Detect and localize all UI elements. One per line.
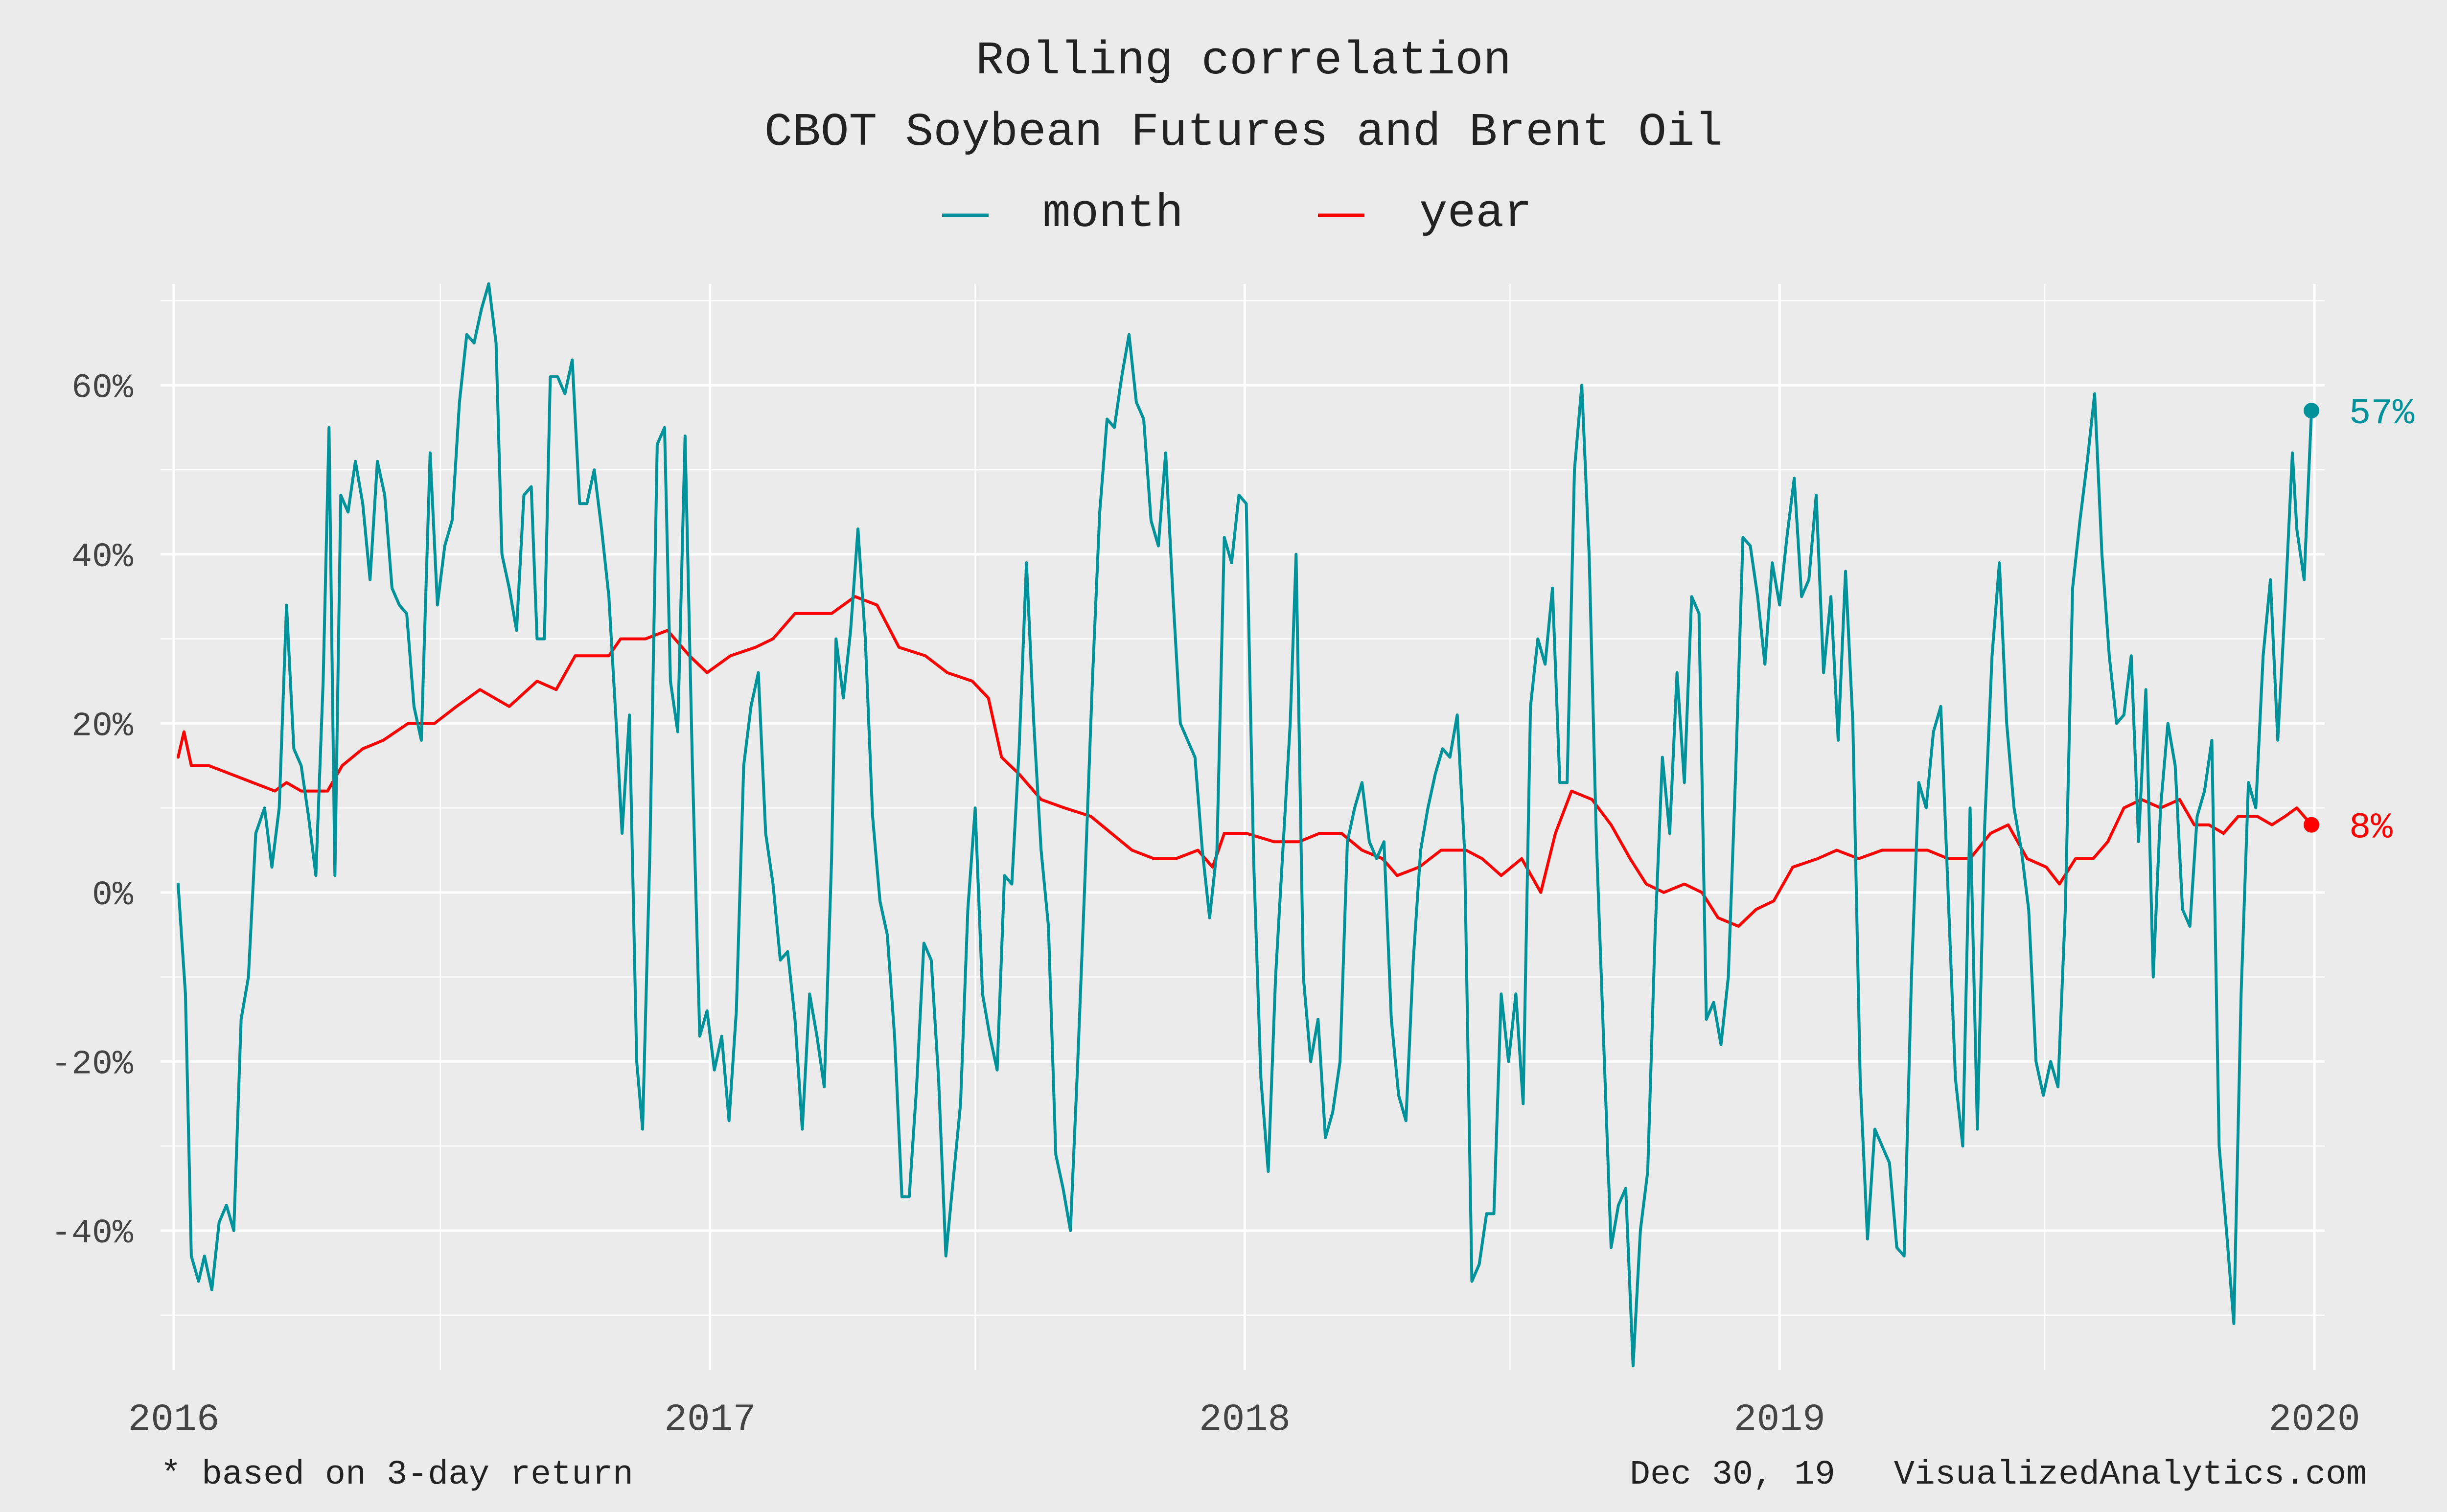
series-end-label-month: 57% [2349,393,2415,435]
x-axis: 2016 2017 2018 2019 2020 [128,1398,2360,1442]
series-line-month [176,282,2313,1368]
x-tick-label-3: 2019 [1734,1398,1825,1442]
x-tick-label-2: 2018 [1199,1398,1291,1442]
grid [161,284,2325,1370]
y-tick-label-0: -40% [51,1214,134,1253]
x-tick-label-4: 2020 [2268,1398,2360,1442]
series-end-point-year [2304,817,2320,833]
series-layer [176,282,2313,1368]
y-tick-label-4: 40% [71,538,134,577]
footnote: * based on 3-day return [161,1456,633,1494]
end-labels: 57% 8% [2304,393,2415,849]
y-tick-label-3: 20% [71,707,134,746]
series-end-label-year: 8% [2349,808,2393,849]
legend-label-month: month [1042,187,1183,240]
y-tick-label-1: -20% [51,1045,134,1084]
series-end-point-month [2304,403,2320,419]
y-tick-label-2: 0% [92,876,134,915]
series-line-year [176,595,2313,928]
date-label: Dec 30, 19 [1630,1456,1835,1494]
x-tick-label-0: 2016 [128,1398,219,1442]
x-tick-label-1: 2017 [664,1398,756,1442]
y-axis: -40% -20% 0% 20% 40% 60% [51,369,134,1253]
chart-subtitle: CBOT Soybean Futures and Brent Oil [764,106,1723,159]
chart-title: Rolling correlation [976,34,1512,88]
plot-panel [161,284,2325,1370]
legend-label-year: year [1419,187,1532,240]
y-tick-label-5: 60% [71,369,134,408]
legend: month year [942,187,1532,240]
source-label: VisualizedAnalytics.com [1894,1456,2367,1494]
